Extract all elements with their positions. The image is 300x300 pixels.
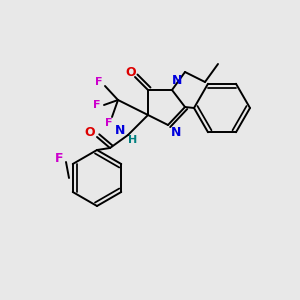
Text: N: N — [172, 74, 182, 88]
Text: H: H — [128, 135, 138, 145]
Text: F: F — [95, 77, 103, 87]
Text: F: F — [105, 118, 113, 128]
Text: F: F — [55, 152, 63, 164]
Text: N: N — [171, 127, 181, 140]
Text: O: O — [85, 125, 95, 139]
Text: F: F — [93, 100, 101, 110]
Text: O: O — [126, 65, 136, 79]
Text: N: N — [115, 124, 125, 137]
